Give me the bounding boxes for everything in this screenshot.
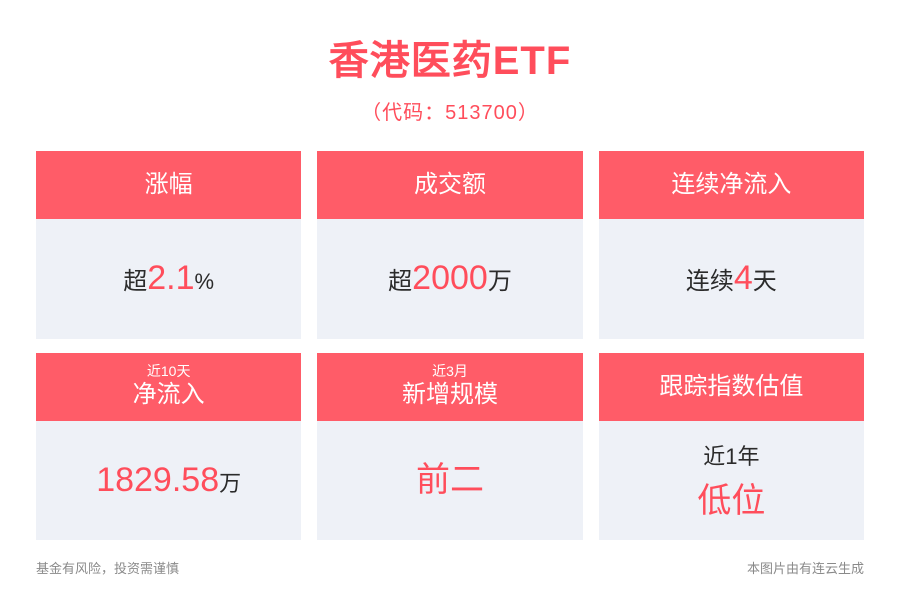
stat-card-body: 1829.58万 xyxy=(36,421,301,541)
stat-value-bottom: 低位 xyxy=(697,473,765,522)
stat-card-header-main: 成交额 xyxy=(414,170,486,200)
disclaimer-text: 基金有风险，投资需谨慎 xyxy=(36,558,179,577)
stat-card: 近10天净流入 1829.58万 xyxy=(36,353,301,541)
stat-value-main: 前二 xyxy=(416,460,484,501)
stat-card-header-main: 净流入 xyxy=(133,380,205,410)
page-title: 香港医药ETF xyxy=(36,28,864,86)
page-subtitle: （代码：513700） xyxy=(36,96,864,125)
footer: 基金有风险，投资需谨慎 本图片由有连云生成 xyxy=(36,558,864,577)
stat-card-header: 成交额 xyxy=(317,151,582,219)
stat-card-body: 近1年低位 xyxy=(599,421,864,541)
stat-card: 跟踪指数估值近1年低位 xyxy=(599,353,864,541)
attribution-text: 本图片由有连云生成 xyxy=(747,558,864,577)
stat-value-line: 超2.1% xyxy=(123,258,214,299)
stat-card-header-main: 涨幅 xyxy=(145,170,193,200)
stat-value-suffix: % xyxy=(195,269,215,295)
stat-card-body: 超2000万 xyxy=(317,219,582,339)
stat-value-prefix: 超 xyxy=(388,268,412,297)
stat-card-header-main: 新增规模 xyxy=(402,380,498,410)
stat-card: 成交额超2000万 xyxy=(317,151,582,339)
stat-value-main: 2.1 xyxy=(147,258,194,299)
stat-value-main: 4 xyxy=(734,258,753,299)
stat-card-header-main: 连续净流入 xyxy=(671,170,791,200)
stat-card-body: 连续4天 xyxy=(599,219,864,339)
stat-card: 连续净流入连续4天 xyxy=(599,151,864,339)
stat-card-header-main: 跟踪指数估值 xyxy=(659,372,803,402)
header: 香港医药ETF （代码：513700） xyxy=(36,28,864,125)
stat-card-body: 前二 xyxy=(317,421,582,541)
stat-value-line: 1829.58万 xyxy=(96,460,241,501)
stat-value-main: 2000 xyxy=(412,258,488,299)
stat-value-line: 超2000万 xyxy=(388,258,512,299)
stat-value-prefix: 连续 xyxy=(686,268,734,297)
stat-value-prefix: 超 xyxy=(123,268,147,297)
stat-value-suffix: 天 xyxy=(753,268,777,297)
stat-value-top: 近1年 xyxy=(703,439,759,471)
stat-value-suffix: 万 xyxy=(219,471,241,497)
stat-card-header-small: 近10天 xyxy=(147,363,191,381)
stat-value-suffix: 万 xyxy=(488,268,512,297)
stat-value-stack: 近1年低位 xyxy=(697,439,765,522)
stat-card: 涨幅超2.1% xyxy=(36,151,301,339)
stat-value-line: 前二 xyxy=(416,460,484,501)
stat-card-header: 跟踪指数估值 xyxy=(599,353,864,421)
stat-card-body: 超2.1% xyxy=(36,219,301,339)
stat-card-header: 涨幅 xyxy=(36,151,301,219)
stat-card-header: 连续净流入 xyxy=(599,151,864,219)
stat-card-header: 近10天净流入 xyxy=(36,353,301,421)
stat-value-line: 连续4天 xyxy=(686,258,777,299)
stat-card: 近3月新增规模前二 xyxy=(317,353,582,541)
stat-card-header-small: 近3月 xyxy=(432,363,468,381)
stat-card-header: 近3月新增规模 xyxy=(317,353,582,421)
stat-value-main: 1829.58 xyxy=(96,460,219,501)
stats-grid: 涨幅超2.1%成交额超2000万连续净流入连续4天近10天净流入1829.58万… xyxy=(36,151,864,540)
